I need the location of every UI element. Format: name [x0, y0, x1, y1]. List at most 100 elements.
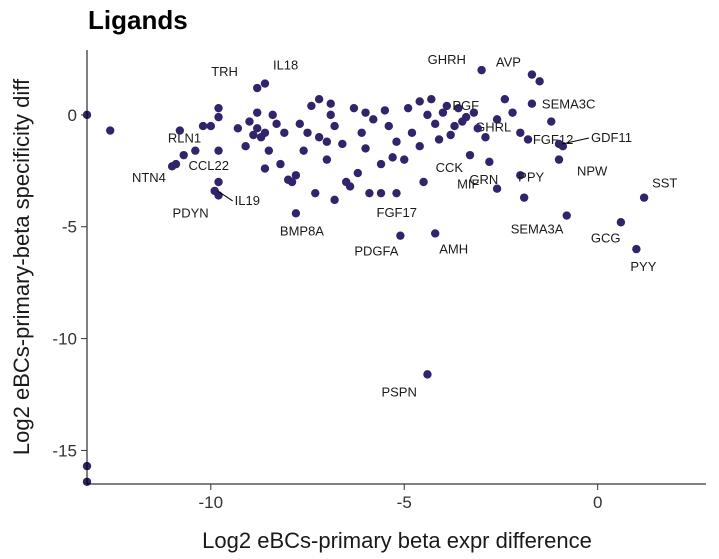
data-point: [307, 101, 316, 111]
data-point: [260, 164, 270, 173]
data-point: [423, 110, 432, 120]
data-point: [330, 121, 339, 131]
data-point: [280, 128, 289, 137]
point-label: IL18: [273, 58, 298, 73]
data-point: [253, 108, 262, 117]
point-label: GHRL: [475, 119, 511, 134]
data-point: [245, 117, 254, 126]
data-point: [210, 186, 219, 196]
data-point: [500, 95, 510, 104]
data-point: [214, 112, 223, 122]
data-point: [477, 65, 486, 75]
point-label: GCG: [591, 230, 621, 245]
point-label: SEMA3A: [511, 222, 564, 237]
data-point: [392, 137, 401, 146]
data-point: [442, 101, 451, 111]
data-point: [253, 124, 262, 133]
data-point: [167, 162, 177, 171]
point-label: MIF: [457, 177, 479, 192]
data-point: [380, 106, 390, 115]
chart-title: Ligands: [88, 5, 188, 35]
data-point: [264, 146, 274, 155]
data-point: [345, 182, 355, 191]
point-label: TRH: [211, 64, 238, 79]
data-point: [311, 188, 320, 198]
data-point: [191, 146, 200, 155]
data-point: [253, 83, 262, 93]
data-point: [469, 108, 479, 117]
data-point: [427, 95, 436, 104]
data-point: [287, 177, 297, 187]
data-point: [175, 126, 185, 135]
point-label: PDYN: [173, 205, 209, 220]
data-point: [249, 130, 258, 140]
data-point: [233, 124, 243, 133]
data-point: [214, 177, 223, 187]
point-label: FGF17: [377, 205, 417, 220]
data-point: [206, 121, 215, 131]
y-tick-label: 0: [68, 106, 77, 125]
point-label: IL19: [235, 193, 260, 208]
data-point: [523, 135, 533, 144]
point-label: CCL22: [189, 158, 229, 173]
data-point: [369, 115, 378, 124]
data-point: [326, 110, 335, 120]
data-point: [291, 209, 301, 218]
data-point: [535, 77, 544, 86]
data-point: [562, 211, 571, 220]
y-tick-label: -15: [52, 441, 77, 460]
data-point: [392, 188, 401, 198]
point-label: GDF11: [591, 130, 632, 145]
data-point: [314, 95, 324, 104]
data-point: [214, 103, 223, 113]
data-point: [396, 231, 405, 240]
point-label: GRN: [469, 172, 498, 187]
point-label: SST: [652, 176, 677, 191]
data-point: [547, 117, 556, 126]
data-point: [106, 126, 115, 135]
label-leader-line: [561, 137, 590, 145]
data-point: [516, 171, 525, 180]
data-point: [349, 103, 359, 113]
x-tick-label: -10: [199, 493, 224, 512]
data-point: [632, 244, 641, 254]
data-point: [554, 155, 564, 164]
data-point: [403, 103, 413, 113]
data-point: [516, 128, 525, 137]
data-point: [330, 195, 339, 205]
data-point: [214, 146, 223, 155]
data-point: [419, 177, 428, 187]
x-tick-label: -5: [397, 493, 412, 512]
data-point: [450, 121, 459, 131]
data-point: [376, 159, 386, 169]
y-axis-title: Log2 eBCs-primary-beta specificity diff: [9, 78, 34, 455]
point-label: AMH: [439, 241, 468, 256]
data-point: [639, 193, 649, 202]
data-point: [322, 155, 332, 164]
data-point: [268, 110, 277, 120]
point-label: FGF12: [533, 132, 573, 147]
data-point: [361, 144, 370, 153]
data-point: [326, 99, 335, 108]
data-point: [365, 188, 374, 198]
data-point: [492, 184, 502, 193]
data-point: [299, 146, 308, 155]
y-tick-label: -10: [52, 330, 77, 349]
x-tick-label: 0: [593, 493, 602, 512]
data-point: [485, 157, 494, 167]
data-point: [400, 155, 409, 164]
data-point: [361, 108, 370, 117]
point-label: GHRH: [428, 52, 466, 67]
y-axis-ticks: 0 -5 -10 -15: [52, 106, 87, 460]
data-point: [423, 370, 432, 379]
data-point: [461, 112, 471, 122]
data-point: [260, 79, 270, 88]
data-point: [527, 99, 537, 108]
data-point: [519, 193, 529, 202]
point-label: NTN4: [132, 170, 166, 185]
data-point: [446, 130, 455, 140]
point-label: BMP8A: [280, 223, 324, 238]
data-point: [357, 128, 366, 137]
